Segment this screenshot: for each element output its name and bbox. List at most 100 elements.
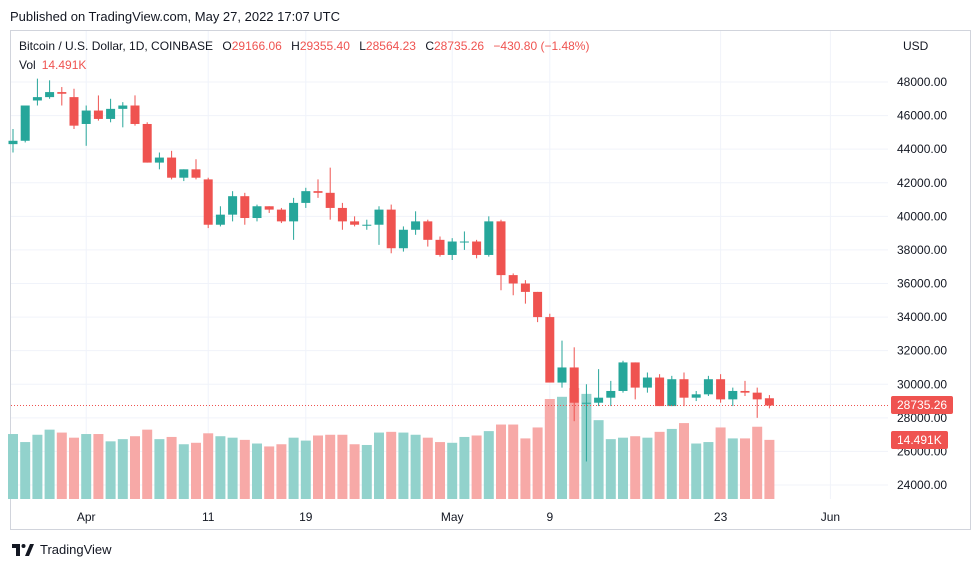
tradingview-logo-icon bbox=[12, 543, 34, 556]
volume-bar bbox=[252, 443, 262, 499]
volume-bar bbox=[422, 437, 433, 499]
price-tick-label: 40000.00 bbox=[897, 209, 947, 223]
candle-body bbox=[93, 110, 103, 119]
price-tick-label: 36000.00 bbox=[897, 277, 947, 291]
time-tick-label: 11 bbox=[202, 510, 215, 524]
candle-body bbox=[264, 206, 274, 210]
volume-bar bbox=[81, 434, 92, 499]
volume-bar bbox=[105, 441, 116, 499]
candle-body bbox=[240, 196, 250, 219]
high-value: 29355.40 bbox=[299, 39, 350, 53]
volume-bar bbox=[496, 424, 506, 499]
chart-pane[interactable] bbox=[10, 30, 971, 530]
low-label: L bbox=[359, 39, 366, 53]
candle-body bbox=[154, 157, 164, 163]
ohlc-legend: Bitcoin / U.S. Dollar, 1D, COINBASE O291… bbox=[19, 39, 589, 53]
volume-bar bbox=[203, 433, 214, 499]
high-label: H bbox=[291, 39, 300, 53]
candle-body bbox=[289, 202, 299, 222]
low-value: 28564.23 bbox=[365, 39, 416, 53]
volume-bar bbox=[532, 427, 543, 499]
published-note: Published on TradingView.com, May 27, 20… bbox=[10, 9, 341, 24]
candle-body bbox=[167, 157, 177, 178]
candle-body bbox=[45, 92, 55, 98]
candle-body bbox=[472, 241, 482, 255]
volume-value: 14.491K bbox=[41, 58, 87, 72]
candle-body bbox=[276, 209, 286, 222]
volume-bar bbox=[178, 444, 189, 499]
candle-body bbox=[301, 191, 311, 203]
volume-bar bbox=[398, 432, 409, 499]
volume-bar bbox=[605, 439, 616, 499]
candle-body bbox=[655, 377, 665, 407]
volume-bar bbox=[239, 439, 250, 499]
price-tick-label: 30000.00 bbox=[897, 377, 947, 391]
volume-bar bbox=[654, 431, 665, 499]
volume-bar bbox=[227, 437, 238, 499]
time-tick-label: Apr bbox=[77, 510, 96, 524]
time-tick-label: Jun bbox=[821, 510, 840, 524]
volume-bar bbox=[386, 431, 397, 499]
volume-bar bbox=[435, 442, 445, 499]
volume-bar bbox=[459, 436, 470, 499]
footer-brand-label: TradingView bbox=[40, 542, 112, 557]
volume-bar bbox=[313, 435, 323, 499]
volume-bar bbox=[166, 436, 177, 499]
candle-body bbox=[325, 192, 335, 208]
volume-bar bbox=[410, 434, 421, 499]
candle-body bbox=[459, 241, 469, 243]
price-tick-label: 24000.00 bbox=[897, 478, 947, 492]
volume-label[interactable]: Vol bbox=[19, 58, 36, 72]
candle-body bbox=[203, 179, 213, 225]
candle-body bbox=[191, 169, 201, 178]
candle-body bbox=[557, 367, 567, 383]
candle-body bbox=[386, 209, 396, 249]
candle-body bbox=[667, 379, 677, 407]
candle-body bbox=[313, 191, 323, 193]
footer-brand[interactable]: TradingView bbox=[12, 542, 112, 557]
candle-body bbox=[728, 390, 738, 400]
candle-body bbox=[764, 398, 774, 406]
candle-body bbox=[581, 402, 591, 404]
close-label: C bbox=[425, 39, 434, 53]
candle-body bbox=[630, 362, 640, 388]
volume-bar bbox=[325, 434, 336, 499]
symbol-title[interactable]: Bitcoin / U.S. Dollar, 1D, COINBASE bbox=[19, 39, 214, 53]
currency-label[interactable]: USD bbox=[903, 39, 929, 53]
candle-body bbox=[215, 214, 225, 225]
volume-bar bbox=[44, 429, 55, 499]
candle-body bbox=[118, 105, 128, 109]
volume-bar bbox=[288, 437, 299, 499]
candle-body bbox=[642, 377, 652, 388]
candle-body bbox=[447, 241, 457, 255]
candle-body bbox=[752, 392, 762, 400]
candle-body bbox=[606, 390, 616, 398]
price-tick-label: 32000.00 bbox=[897, 344, 947, 358]
candle-body bbox=[411, 221, 421, 230]
candle-body bbox=[337, 207, 347, 222]
volume-bar bbox=[520, 438, 531, 499]
volume-bar bbox=[117, 439, 128, 499]
price-tick-label: 34000.00 bbox=[897, 310, 947, 324]
volume-bar bbox=[508, 424, 519, 499]
candle-body bbox=[533, 291, 543, 318]
volume-bar bbox=[764, 439, 775, 499]
open-value: 29166.06 bbox=[231, 39, 282, 53]
candle-body bbox=[569, 367, 579, 403]
volume-bar bbox=[544, 398, 555, 499]
candle-body bbox=[81, 110, 91, 124]
candle-body bbox=[496, 221, 506, 276]
volume-legend: Vol 14.491K bbox=[19, 58, 86, 72]
price-tick-label: 28000.00 bbox=[897, 411, 947, 425]
volume-bar bbox=[215, 436, 226, 499]
candle-body bbox=[179, 169, 189, 178]
open-label: O bbox=[222, 39, 232, 53]
close-value: 28735.26 bbox=[434, 39, 485, 53]
volume-bar bbox=[727, 438, 738, 499]
volume-bar bbox=[20, 442, 31, 499]
volume-bar bbox=[715, 427, 726, 499]
price-tick-label: 46000.00 bbox=[897, 109, 947, 123]
volume-bar bbox=[679, 423, 689, 499]
volume-bar bbox=[618, 437, 628, 499]
